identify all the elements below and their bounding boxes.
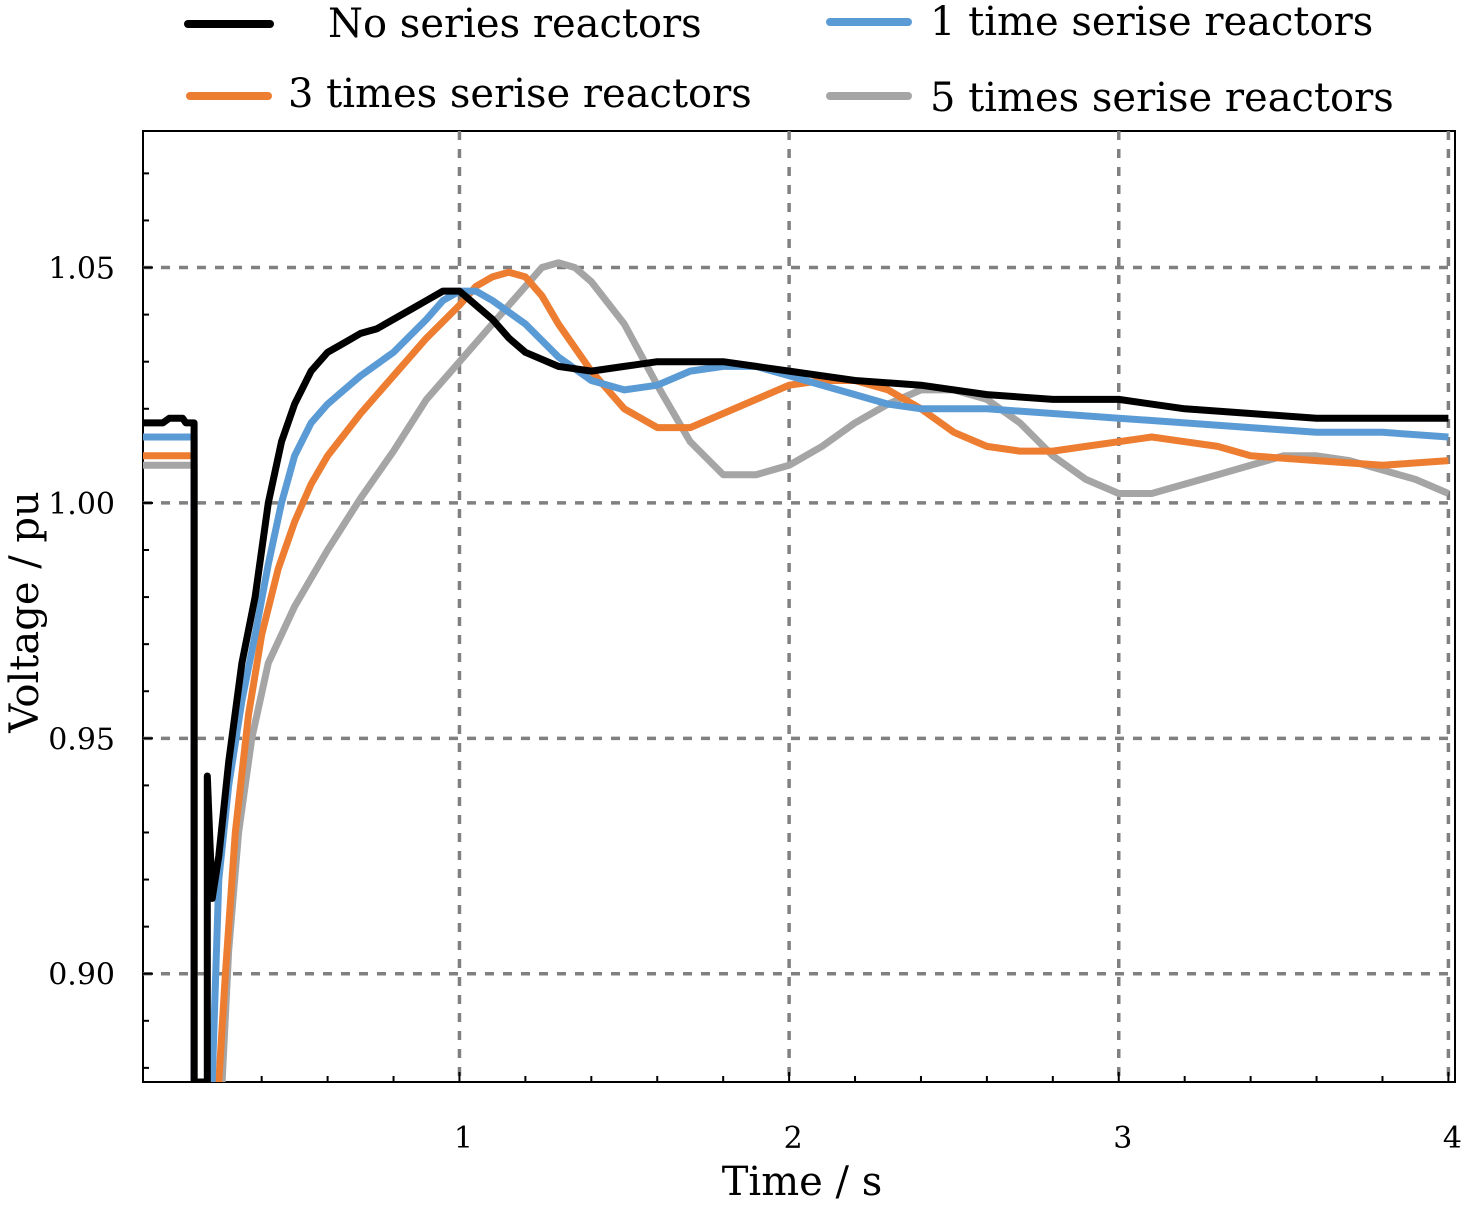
x-axis-title: Time / s	[722, 1159, 883, 1205]
y-tick-label-2: 1.00	[48, 487, 115, 522]
legend-label-1: 1 time serise reactors	[930, 0, 1373, 45]
x-tick-label-0: 1	[454, 1121, 473, 1156]
y-tick-label-1: 0.95	[48, 722, 115, 757]
legend: No series reactors 1 time serise reactor…	[184, 0, 1394, 121]
minor-ticks	[143, 172, 1450, 1082]
tick-labels: 1 2 3 4 0.90 0.95 1.00 1.05	[48, 252, 1462, 1156]
y-tick-label-0: 0.90	[48, 958, 115, 993]
y-tick-label-3: 1.05	[48, 252, 115, 287]
plot-area	[142, 130, 1456, 1083]
series-line-2	[143, 268, 1449, 1082]
series-line-1	[143, 287, 1449, 1082]
series-line-3	[143, 259, 1450, 1082]
legend-label-2: 3 times serise reactors	[288, 71, 752, 117]
x-tick-label-2: 3	[1113, 1121, 1132, 1156]
y-axis-title: Voltage / pu	[2, 491, 48, 734]
grid	[143, 131, 1455, 1082]
series-line-0	[143, 287, 1449, 1082]
x-tick-label-3: 4	[1443, 1121, 1462, 1156]
x-tick-label-1: 2	[784, 1121, 803, 1156]
legend-label-0: No series reactors	[328, 1, 702, 47]
legend-label-3: 5 times serise reactors	[930, 75, 1394, 121]
series-lines	[143, 259, 1450, 1082]
